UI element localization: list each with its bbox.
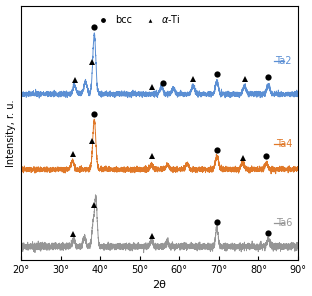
Text: Ta6: Ta6 bbox=[275, 218, 292, 228]
Legend: bcc, $\alpha$-Ti: bcc, $\alpha$-Ti bbox=[91, 10, 184, 28]
Text: Ta4: Ta4 bbox=[275, 139, 292, 149]
Y-axis label: Intensity, r. u.: Intensity, r. u. bbox=[6, 99, 16, 167]
Text: Ta2: Ta2 bbox=[275, 56, 292, 66]
X-axis label: 2θ: 2θ bbox=[153, 280, 167, 290]
